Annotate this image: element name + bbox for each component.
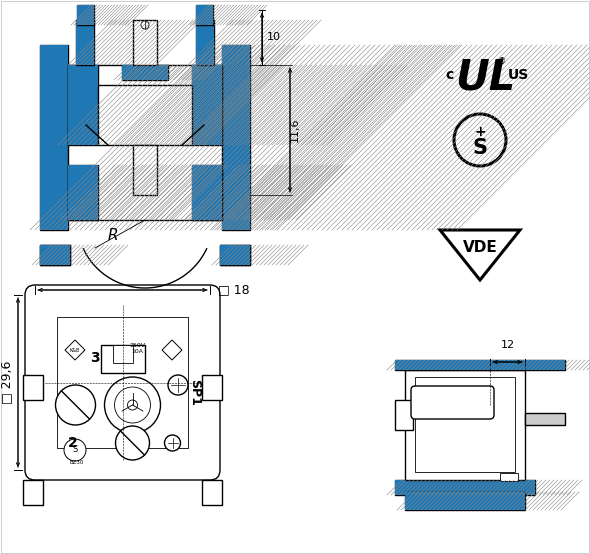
Text: S: S [473,138,487,158]
Circle shape [141,21,149,29]
Circle shape [127,400,137,410]
Text: □ 18: □ 18 [218,284,250,296]
Text: 250V: 250V [129,343,146,348]
Text: R: R [108,228,119,243]
FancyBboxPatch shape [411,386,494,419]
Text: 3: 3 [90,351,99,365]
Bar [222,45,250,230]
Circle shape [104,377,160,433]
Text: □ 29,6: □ 29,6 [0,361,13,404]
Text: S: S [73,445,78,454]
Bar [133,20,157,65]
Bar [76,20,94,65]
FancyBboxPatch shape [25,285,220,480]
Bar [57,317,188,448]
Bar [202,480,222,505]
Text: 2: 2 [68,436,77,450]
Bar [68,165,98,220]
Bar [196,20,214,65]
Circle shape [168,375,188,395]
Bar [395,480,535,495]
Text: SP1: SP1 [188,379,202,406]
Bar [405,492,525,510]
Bar [202,375,222,400]
Bar [122,65,168,80]
Bar [395,400,413,430]
Bar [196,20,214,65]
Bar [68,65,98,145]
Text: 12: 12 [500,340,514,350]
Bar [525,413,565,425]
Bar [220,245,250,265]
Bar [133,145,157,195]
Text: +: + [474,125,486,139]
Text: c: c [446,68,454,82]
Circle shape [116,426,149,460]
Bar [40,245,70,265]
Bar [40,245,70,265]
Bar [395,360,565,370]
Bar [192,165,222,220]
Bar [405,492,525,510]
Bar [500,473,518,481]
Polygon shape [440,230,520,280]
Bar [40,45,68,230]
Polygon shape [65,340,85,360]
Text: 10A: 10A [132,349,143,354]
Bar [77,5,94,25]
Bar [196,5,213,25]
Text: 11,6: 11,6 [290,118,300,142]
Bar [23,375,43,400]
Bar [122,65,168,80]
Bar [68,165,98,220]
Bar [113,345,133,363]
Circle shape [64,439,86,461]
Bar [192,65,222,145]
Text: VDE: VDE [463,240,497,255]
Circle shape [55,385,96,425]
Bar [395,480,535,495]
Bar [192,165,222,220]
Bar [405,370,525,480]
Text: BZ30: BZ30 [70,460,84,465]
Text: US: US [507,68,529,82]
Bar [40,245,70,265]
Circle shape [454,114,506,166]
Text: K&B: K&B [70,347,80,352]
Bar [23,480,43,505]
Bar [77,5,94,25]
Polygon shape [162,340,182,360]
Bar [98,85,192,145]
Bar [192,65,222,145]
Bar [68,65,98,145]
Bar [196,5,213,25]
Bar [68,65,222,220]
Bar [222,45,250,230]
Text: 10: 10 [267,33,281,43]
Circle shape [114,387,150,423]
Bar [100,345,145,373]
Bar [415,377,515,472]
Bar [40,45,68,230]
Bar [76,20,94,65]
Bar [220,245,250,265]
Text: ®: ® [498,58,506,66]
Bar [220,245,250,265]
Text: UL: UL [455,56,515,98]
Bar [395,360,565,370]
Circle shape [165,435,181,451]
